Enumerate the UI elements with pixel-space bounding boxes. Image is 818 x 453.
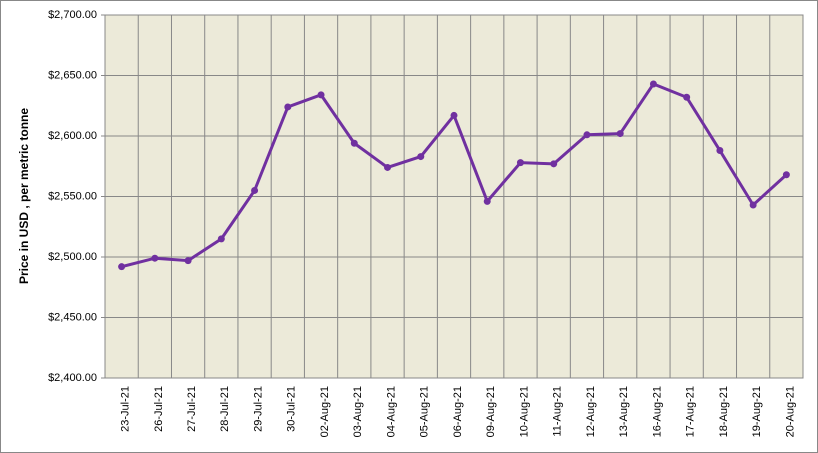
x-tick-label: 04-Aug-21 [385, 386, 397, 437]
point [649, 80, 657, 88]
point [251, 186, 259, 194]
x-tick-label: 20-Aug-21 [784, 386, 796, 437]
x-tick-label: 18-Aug-21 [718, 386, 730, 437]
x-tick-label: 13-Aug-21 [618, 386, 630, 437]
x-tick-label: 11-Aug-21 [552, 386, 564, 437]
y-tick-label: $2,600.00 [48, 130, 97, 142]
point [716, 147, 724, 155]
point [417, 153, 425, 161]
point [616, 130, 624, 138]
x-tick-label: 19-Aug-21 [751, 386, 763, 437]
y-tick-label: $2,550.00 [48, 190, 97, 202]
point [217, 235, 225, 243]
point [384, 163, 392, 171]
x-tick-label: 27-Jul-21 [186, 386, 198, 432]
x-tick-label: 02-Aug-21 [319, 386, 331, 437]
point [550, 160, 558, 168]
point [516, 159, 524, 167]
x-tick-label: 06-Aug-21 [452, 386, 464, 437]
x-tick-label: 09-Aug-21 [485, 386, 497, 437]
y-tick-label: $2,400.00 [48, 372, 97, 384]
y-axis-label: Price in USD , per metric tonne [17, 108, 31, 284]
x-tick-label: 10-Aug-21 [518, 386, 530, 437]
point [184, 257, 192, 265]
point [284, 103, 292, 111]
x-tick-label: 05-Aug-21 [419, 386, 431, 437]
point [782, 171, 790, 179]
x-tick-label: 29-Jul-21 [252, 386, 264, 432]
point [350, 139, 358, 147]
point [483, 197, 491, 205]
x-tick-label: 30-Jul-21 [286, 386, 298, 432]
point [118, 263, 126, 271]
x-tick-label: 16-Aug-21 [651, 386, 663, 437]
point [450, 111, 458, 119]
x-tick-label: 17-Aug-21 [685, 386, 697, 437]
y-tick-label: $2,500.00 [48, 251, 97, 263]
point [683, 93, 691, 101]
point [749, 201, 757, 209]
point [583, 131, 591, 139]
x-tick-label: 03-Aug-21 [352, 386, 364, 437]
point [151, 254, 159, 262]
x-tick-label: 12-Aug-21 [585, 386, 597, 437]
point [317, 91, 325, 99]
y-tick-label: $2,700.00 [48, 9, 97, 21]
x-tick-label: 28-Jul-21 [219, 386, 231, 432]
x-tick-label: 26-Jul-21 [153, 386, 165, 432]
y-tick-label: $2,650.00 [48, 69, 97, 81]
x-tick-label: 23-Jul-21 [120, 386, 132, 432]
y-tick-label: $2,450.00 [48, 311, 97, 323]
